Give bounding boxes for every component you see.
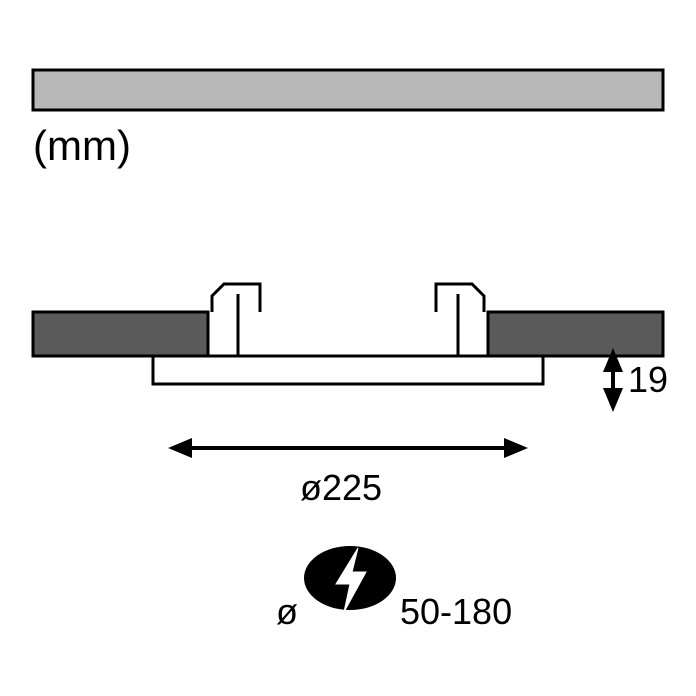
- right-mount: [488, 312, 663, 356]
- diagram-svg: (mm) ø225 1: [0, 0, 696, 696]
- panel-body: [153, 356, 543, 384]
- left-clip: [212, 284, 260, 356]
- height-label: 19: [628, 359, 668, 400]
- unit-label: (mm): [33, 122, 131, 169]
- right-clip: [436, 284, 484, 356]
- cutout-icon: [304, 546, 396, 612]
- technical-diagram: (mm) ø225 1: [0, 0, 696, 696]
- cutout-label: 50-180: [400, 591, 512, 632]
- ceiling-bar: [33, 70, 663, 110]
- left-mount: [33, 312, 208, 356]
- diameter-label: ø225: [300, 467, 382, 508]
- cutout-diameter-symbol: ø: [276, 591, 298, 632]
- width-dimension: ø225: [168, 438, 528, 508]
- height-dimension: 19: [603, 348, 668, 412]
